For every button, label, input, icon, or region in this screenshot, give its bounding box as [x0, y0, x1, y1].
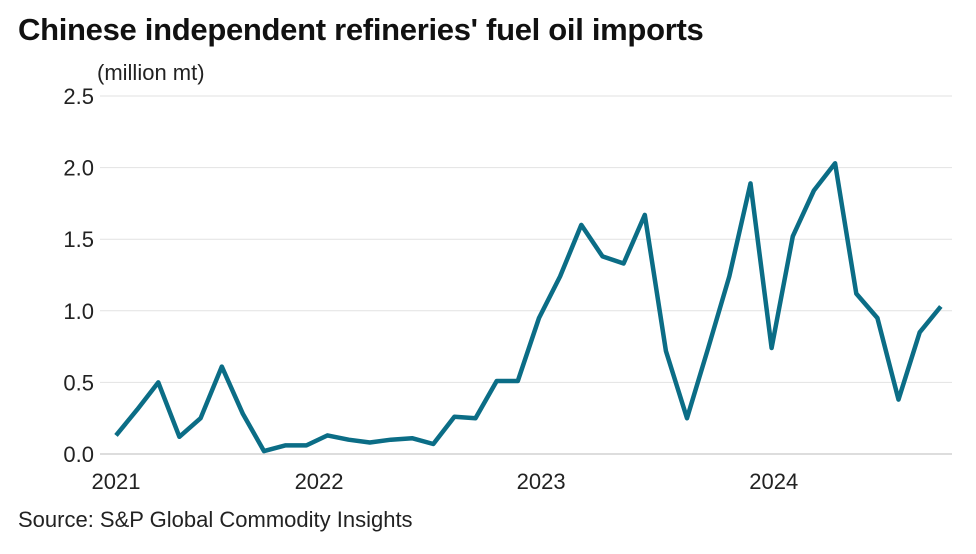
x-tick-label: 2021	[92, 469, 141, 494]
y-tick-label: 2.5	[63, 84, 94, 109]
y-tick-label: 0.0	[63, 442, 94, 467]
y-axis-unit-label: (million mt)	[97, 60, 205, 85]
y-tick-label: 0.5	[63, 370, 94, 395]
x-tick-label: 2022	[295, 469, 344, 494]
y-tick-label: 1.0	[63, 299, 94, 324]
series-line	[114, 161, 943, 454]
y-tick-label: 2.0	[63, 156, 94, 181]
source-note: Source: S&P Global Commodity Insights	[18, 507, 413, 532]
x-tick-label: 2023	[517, 469, 566, 494]
x-tick-label: 2024	[749, 469, 798, 494]
chart-title: Chinese independent refineries' fuel oil…	[18, 12, 704, 47]
y-tick-label: 1.5	[63, 227, 94, 252]
